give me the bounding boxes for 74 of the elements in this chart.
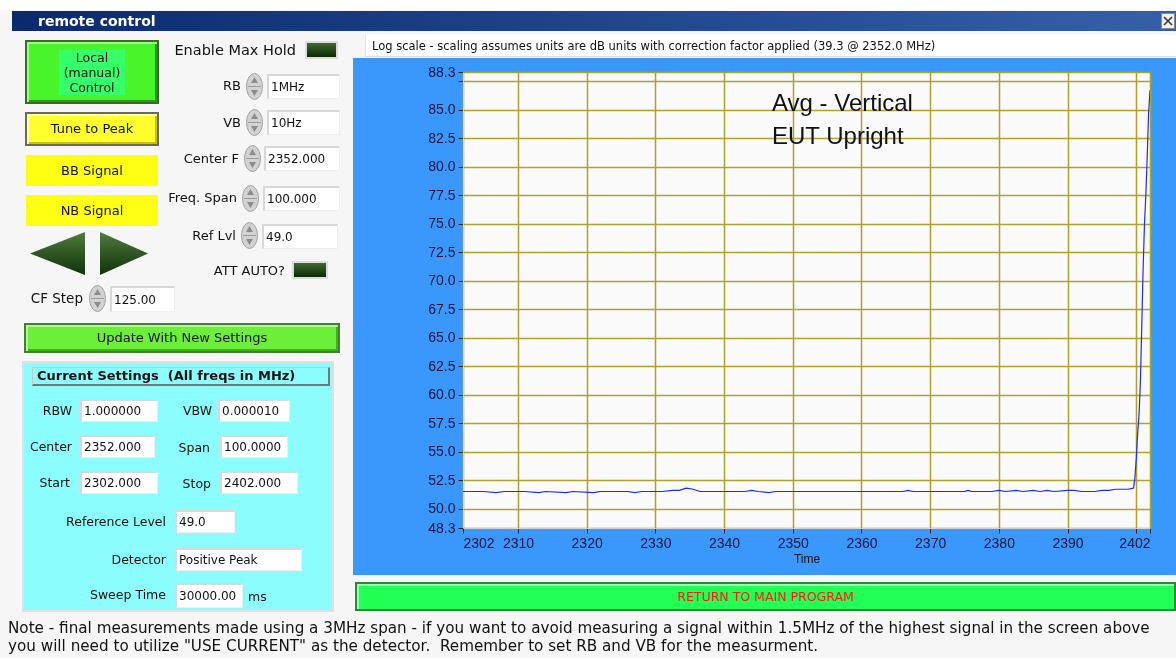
y-tick-label: 62.5	[428, 357, 456, 374]
y-tick-label: 48.3	[428, 519, 456, 536]
x-tick-label: 2370	[915, 534, 947, 551]
y-tick-label: 85.0	[428, 101, 456, 118]
input-field: 49.0	[175, 510, 235, 533]
button: RETURN TO MAIN PROGRAM	[355, 582, 1176, 611]
x-tick-label: 2330	[640, 534, 672, 551]
input-field: 2352.000	[80, 435, 155, 458]
text: Ref Lvl	[192, 228, 236, 244]
text: Center F	[183, 151, 239, 167]
button: BB Signal	[26, 155, 158, 186]
x-tick-label: 2350	[777, 534, 810, 551]
y-tick-label: 55.0	[428, 443, 456, 460]
y-tick-label: 82.5	[428, 129, 456, 146]
input-field: 2402.000	[220, 471, 298, 494]
x-tick-label: 2340	[708, 534, 741, 551]
text: Detector	[111, 552, 166, 568]
input-field: 2352.000	[264, 146, 340, 171]
input-field: 30000.00	[175, 583, 243, 608]
text: Stop	[182, 476, 211, 492]
text: Enable Max Hold	[174, 41, 296, 59]
text: VB	[223, 115, 241, 131]
input-field: 100.0000	[220, 435, 288, 458]
input-field: 10Hz	[267, 110, 340, 135]
button: Update With New Settings	[24, 323, 340, 353]
y-tick-label: 77.5	[428, 186, 456, 203]
button: NB Signal	[26, 195, 158, 226]
x-tick-label: 2402	[1119, 534, 1151, 551]
y-tick-label: 57.5	[428, 414, 456, 431]
x-tick-label: 2310	[502, 534, 535, 551]
line-series	[463, 89, 1150, 494]
title-bar: remote control	[12, 11, 1176, 31]
text: ms	[248, 589, 267, 605]
y-tick-label: 72.5	[428, 243, 456, 260]
text: VBW	[182, 403, 212, 419]
y-tick-label: 67.5	[428, 300, 456, 317]
text: CF Step	[30, 289, 83, 307]
x-tick-label: 2360	[846, 534, 878, 551]
text: Start	[39, 475, 70, 491]
text: Center	[29, 439, 72, 455]
input-field: 0.000010	[218, 399, 290, 422]
text: Sweep Time	[89, 587, 166, 603]
text-box: Log scale - scaling assumes units are dB units with correction factor applied (39.3 @ 2352.0 MHz)	[365, 35, 1176, 57]
input-field: Positive Peak	[175, 548, 302, 571]
y-tick-label: 70.0	[428, 272, 456, 289]
y-tick-label: 88.3	[428, 63, 456, 80]
input-field: 2302.000	[80, 471, 158, 494]
chart-title: Log scale - scaling assumes units are dB units with correction factor applied (39.3 @ 2352.0 MHz)	[371, 38, 936, 53]
y-tick-label: 52.5	[428, 471, 456, 488]
y-tick-label: 65.0	[428, 329, 456, 346]
y-tick-label: 80.0	[428, 158, 456, 175]
text: RBW	[42, 403, 72, 419]
x-tick-label: 2320	[571, 534, 603, 551]
text: Freq. Span	[168, 190, 237, 206]
text: Note - final measurements made using a 3MHz span - if you want to avoid measuring a signal within 1.5MHz of the highest signal in the screen above you will need to utilize "USE CURRENT" as the detector. Remember to set RB and VB for the measurment.	[8, 619, 1151, 655]
text: ATT AUTO?	[213, 263, 285, 279]
input-field: 1MHz	[267, 74, 340, 99]
x-axis-title: Time	[793, 551, 821, 566]
y-tick-label: 60.0	[428, 386, 456, 403]
header-box: Current Settings (All freqs in MHz)	[32, 367, 330, 386]
y-tick-label: 75.0	[428, 215, 456, 232]
button: Local (manual) Control	[25, 40, 159, 104]
x-tick-label: 2380	[983, 534, 1016, 551]
text: RB	[223, 78, 241, 94]
text: Span	[178, 440, 210, 456]
x-tick-label: 2302	[463, 534, 495, 551]
button: Tune to Peak	[25, 112, 159, 146]
text: Reference Level	[66, 514, 166, 530]
input-field: 100.000	[263, 186, 340, 211]
y-tick-label: 50.0	[428, 500, 456, 517]
x-tick-label: 2390	[1052, 534, 1084, 551]
input-field: 49.0	[262, 224, 338, 249]
input-field: 125.00	[110, 286, 175, 312]
input-field: 1.000000	[80, 399, 158, 422]
